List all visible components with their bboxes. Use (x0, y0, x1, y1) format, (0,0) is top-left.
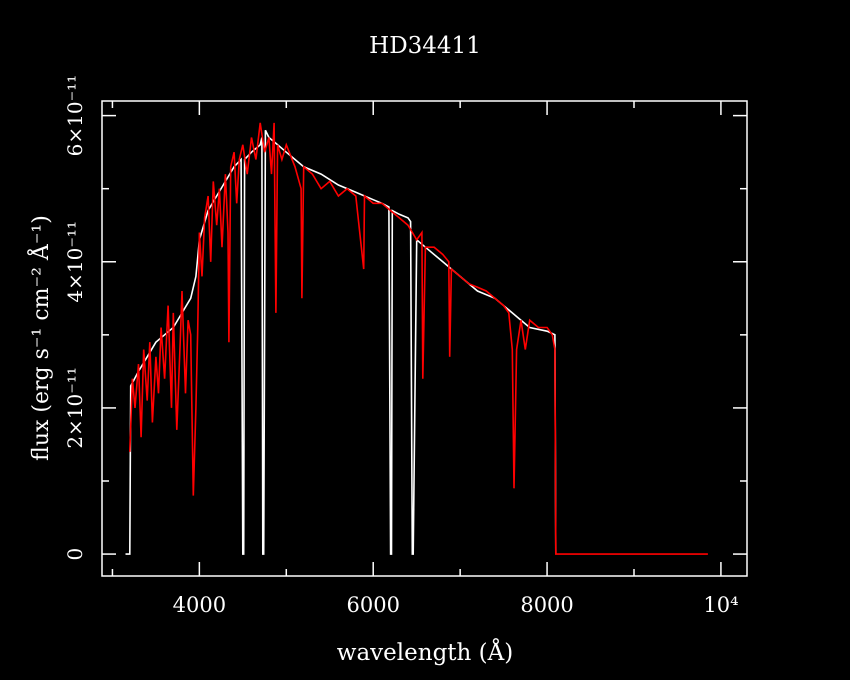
series-line-0 (125, 129, 557, 555)
plot-frame (101, 100, 748, 577)
y-tick-label: 2×10⁻¹¹ (63, 367, 87, 449)
x-tick-label: 6000 (346, 593, 399, 617)
series-line-1 (129, 122, 708, 555)
y-tick-label: 6×10⁻¹¹ (63, 75, 87, 157)
x-tick-label: 10⁴ (703, 593, 738, 617)
series-group (125, 122, 708, 555)
y-tick-label: 4×10⁻¹¹ (63, 221, 87, 303)
y-tick-label: 0 (63, 548, 87, 561)
axis-ticks (102, 101, 747, 576)
tick-labels: 4000 6000 8000 10⁴ 0 2×10⁻¹¹ 4×10⁻¹¹ 6×10⁻¹¹ (63, 75, 738, 617)
y-axis-label: flux (erg s⁻¹ cm⁻² Å⁻¹) (26, 215, 54, 461)
x-axis-label: wavelength (Å) (337, 638, 513, 666)
x-tick-label: 4000 (173, 593, 226, 617)
x-tick-label: 8000 (520, 593, 573, 617)
chart-title: HD34411 (369, 33, 481, 59)
